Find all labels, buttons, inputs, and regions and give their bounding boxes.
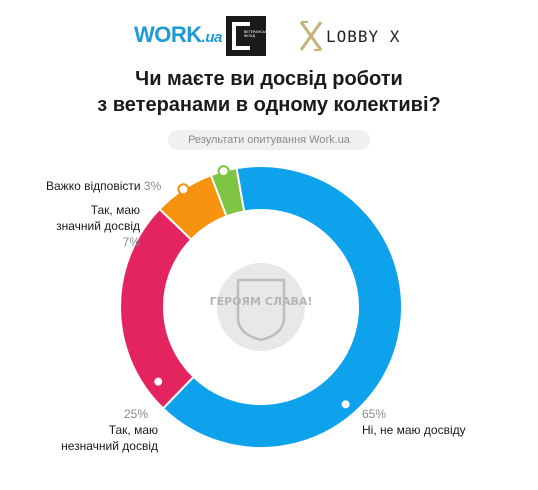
slice-label-hard-text: Важко відповісти xyxy=(46,179,141,193)
chart-title: Чи маєте ви досвід роботи з ветеранами в… xyxy=(0,66,538,118)
marker-significant-experience xyxy=(177,183,190,196)
slice-label-significant-text: Так, маю значний досвід xyxy=(56,203,140,233)
marker-hard-to-say xyxy=(217,165,230,178)
chart-subtitle: Результати опитування Work.ua xyxy=(168,130,370,150)
slice-label-significant: Так, маю значний досвід 7% xyxy=(38,202,140,250)
marker-minor-experience xyxy=(152,375,165,388)
lobbyx-x-icon xyxy=(299,21,323,51)
logo-bar: WORK.ua ВЕТЕРАНСЬКИЙ ФОНД LOBBY X xyxy=(0,12,538,56)
trident-shield-icon xyxy=(236,278,286,342)
veterans-fund-logo-text: ВЕТЕРАНСЬКИЙ ФОНД xyxy=(244,30,273,38)
workua-logo-suffix: .ua xyxy=(201,29,223,46)
slice-label-none-text: Ні, не маю досвіду xyxy=(362,423,466,437)
donut-slices xyxy=(119,165,403,449)
slice-label-hard: Важко відповісти 3% xyxy=(46,178,161,194)
slice-label-hard-pct: 3% xyxy=(143,179,162,193)
slice-label-none: 65% Ні, не маю досвіду xyxy=(362,406,466,438)
chart-title-line-1: Чи маєте ви досвід роботи xyxy=(135,68,403,90)
veterans-fund-mark xyxy=(232,22,250,50)
workua-logo-text: WORK xyxy=(134,22,202,47)
chart-title-line-2: з ветеранами в одному колективі? xyxy=(97,94,441,116)
label-markers xyxy=(152,165,352,411)
slice-label-minor-pct: 25% xyxy=(123,407,148,421)
slice-label-minor: 25% Так, маю незначний досвід xyxy=(28,406,158,454)
slice-label-none-pct: 65% xyxy=(362,407,387,421)
slice-label-minor-text: Так, маю незначний досвід xyxy=(61,423,158,453)
marker-no-experience xyxy=(339,398,352,411)
center-emblem: ГЕРОЯМ СЛАВА! xyxy=(210,263,313,351)
center-emblem-text: ГЕРОЯМ СЛАВА! xyxy=(210,295,313,308)
workua-logo: WORK.ua xyxy=(134,22,222,48)
slice-no-experience xyxy=(161,165,403,449)
lobbyx-logo-text: LOBBY X xyxy=(326,27,401,46)
veterans-fund-logo: ВЕТЕРАНСЬКИЙ ФОНД xyxy=(226,16,273,56)
slice-label-significant-pct: 7% xyxy=(122,235,140,249)
